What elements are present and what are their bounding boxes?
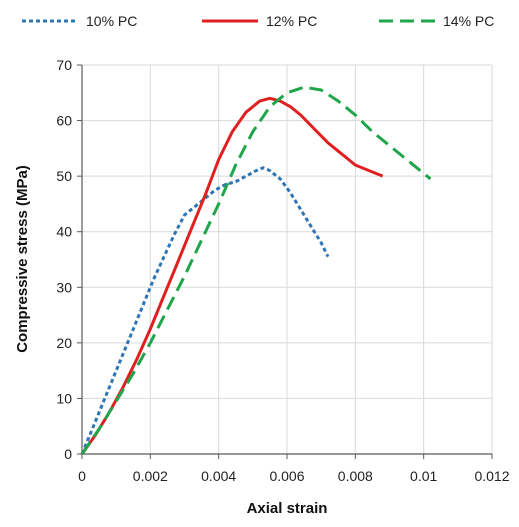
y-tick-label: 30 bbox=[56, 279, 72, 295]
y-tick-label: 20 bbox=[56, 335, 72, 351]
series-line-10-pc bbox=[80, 166, 330, 455]
legend: 10% PC 12% PC 14% PC bbox=[22, 13, 494, 29]
y-axis-title: Compressive stress (MPa) bbox=[14, 165, 31, 353]
legend-label-12-pc: 12% PC bbox=[266, 13, 317, 29]
legend-label-14-pc: 14% PC bbox=[443, 13, 494, 29]
series-line-14-pc bbox=[80, 85, 432, 455]
y-tick-label: 40 bbox=[56, 224, 72, 240]
y-tick-label: 10 bbox=[56, 390, 72, 406]
x-tick-label: 0 bbox=[78, 468, 86, 484]
y-tick-label: 60 bbox=[56, 113, 72, 129]
x-tick-label: 0.004 bbox=[201, 468, 236, 484]
series-group bbox=[80, 85, 432, 455]
axes bbox=[77, 64, 493, 459]
x-tick-label: 0.006 bbox=[269, 468, 304, 484]
legend-label-10-pc: 10% PC bbox=[86, 13, 137, 29]
y-tick-label: 50 bbox=[56, 168, 72, 184]
series-line-12-pc bbox=[80, 96, 384, 455]
x-tick-label: 0.012 bbox=[474, 468, 509, 484]
y-tick-label: 70 bbox=[56, 57, 72, 73]
x-tick-label: 0.01 bbox=[410, 468, 437, 484]
tick-labels: 0 10 20 30 40 50 60 70 0 0.002 0.004 0.006 0.008 0.01… bbox=[56, 57, 509, 484]
x-axis-title: Axial strain bbox=[247, 500, 328, 517]
x-tick-label: 0.002 bbox=[133, 468, 168, 484]
grid bbox=[82, 64, 493, 454]
y-tick-label: 0 bbox=[64, 446, 72, 462]
x-tick-label: 0.008 bbox=[338, 468, 373, 484]
